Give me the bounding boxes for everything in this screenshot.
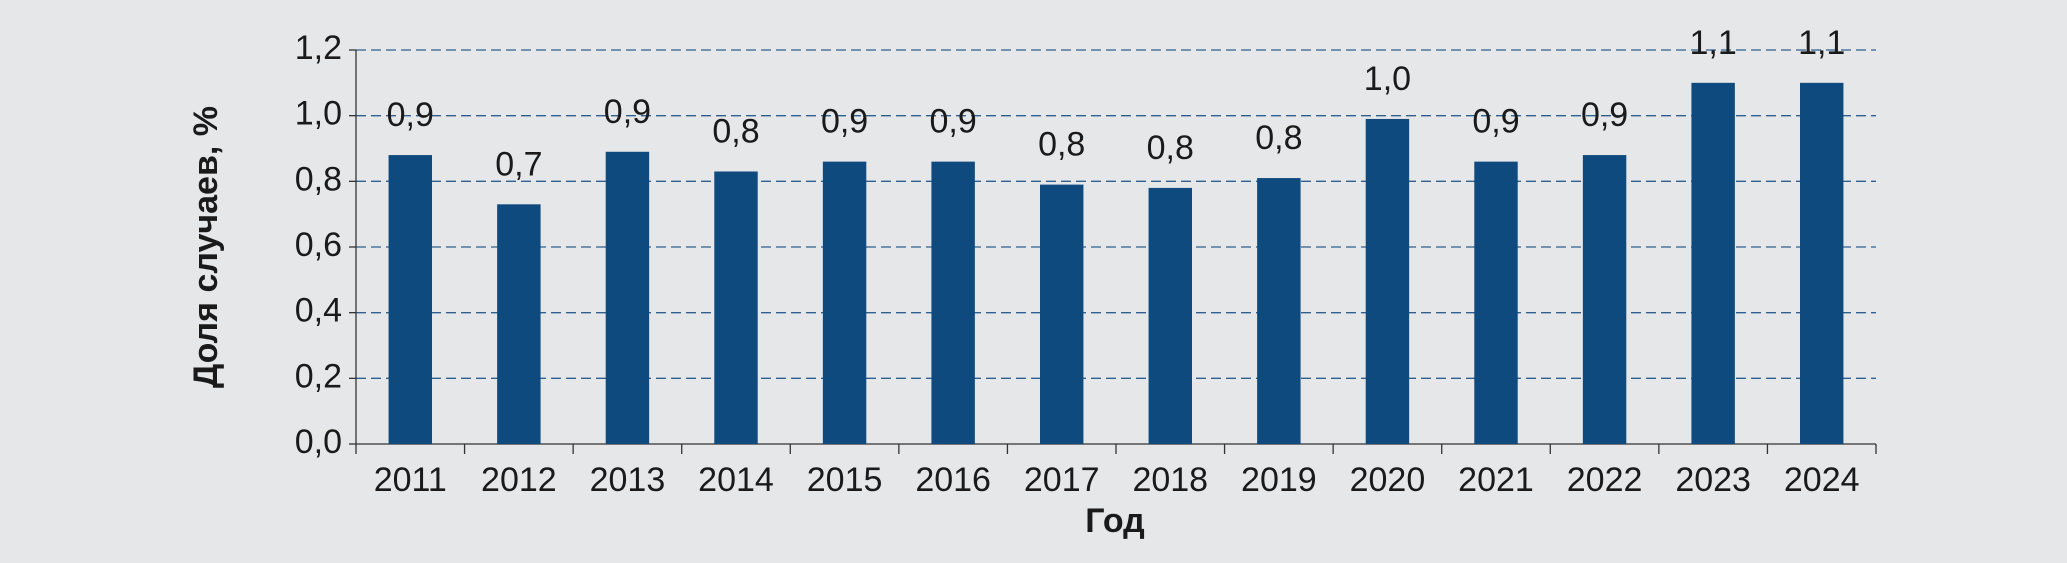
value-label: 0,9 bbox=[1472, 103, 1519, 141]
x-tick-label: 2016 bbox=[915, 461, 991, 499]
x-tick-label: 2012 bbox=[481, 461, 557, 499]
x-tick-label: 2023 bbox=[1675, 461, 1751, 499]
y-axis-title: Доля случаев, % bbox=[187, 106, 225, 388]
bar bbox=[931, 161, 975, 444]
y-tick-label: 1,0 bbox=[295, 95, 342, 133]
value-label: 0,8 bbox=[712, 112, 759, 150]
x-tick-label: 2017 bbox=[1024, 461, 1100, 499]
bar bbox=[388, 155, 432, 445]
bar bbox=[497, 204, 541, 444]
x-tick-label: 2011 bbox=[374, 461, 447, 499]
x-tick-label: 2020 bbox=[1350, 461, 1426, 499]
x-tick-label: 2015 bbox=[807, 461, 883, 499]
x-axis-title: Год bbox=[1085, 502, 1144, 540]
value-label: 1,1 bbox=[1690, 24, 1737, 62]
value-label: 0,9 bbox=[387, 96, 434, 134]
value-label: 0,8 bbox=[1147, 129, 1194, 167]
x-tick-label: 2013 bbox=[590, 461, 666, 499]
y-tick-label: 0,2 bbox=[295, 357, 342, 395]
value-label: 0,9 bbox=[821, 103, 868, 141]
value-label: 0,8 bbox=[1255, 119, 1302, 157]
x-tick-label: 2018 bbox=[1132, 461, 1208, 499]
y-tick-label: 0,6 bbox=[295, 226, 342, 264]
bar bbox=[1800, 82, 1844, 444]
value-label: 1,1 bbox=[1798, 24, 1845, 62]
y-tick-label: 1,2 bbox=[295, 29, 342, 67]
value-label: 0,9 bbox=[604, 93, 651, 131]
value-label: 0,9 bbox=[930, 103, 977, 141]
bar bbox=[1040, 184, 1084, 444]
bar bbox=[714, 171, 758, 444]
value-label: 0,8 bbox=[1038, 126, 1085, 164]
bar bbox=[1365, 118, 1410, 444]
x-tick-label: 2024 bbox=[1784, 461, 1860, 499]
value-label: 0,7 bbox=[495, 145, 542, 183]
x-tick-label: 2019 bbox=[1241, 461, 1317, 499]
x-tick-label: 2022 bbox=[1567, 461, 1643, 499]
value-label: 1,0 bbox=[1364, 60, 1411, 98]
bar bbox=[1582, 155, 1627, 445]
bar bbox=[1148, 187, 1192, 444]
bar bbox=[1474, 161, 1518, 444]
value-label: 0,9 bbox=[1581, 96, 1628, 134]
x-tick-label: 2021 bbox=[1458, 461, 1534, 499]
y-tick-label: 0,8 bbox=[295, 160, 342, 198]
bar bbox=[605, 151, 650, 445]
y-tick-label: 0,0 bbox=[295, 423, 342, 461]
bar bbox=[1257, 178, 1301, 445]
x-tick-label: 2014 bbox=[698, 461, 774, 499]
y-tick-label: 0,4 bbox=[295, 292, 342, 330]
bar bbox=[822, 161, 867, 444]
bar bbox=[1691, 82, 1735, 444]
